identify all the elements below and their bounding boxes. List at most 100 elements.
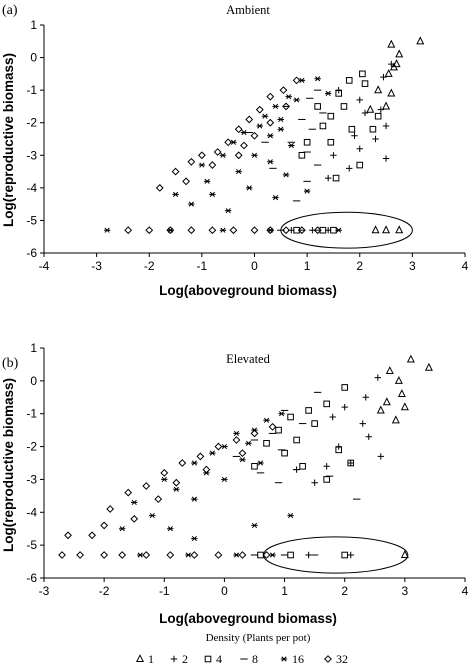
triangle-marker xyxy=(400,550,409,559)
x-tick-label: -2 xyxy=(99,584,110,598)
square-marker xyxy=(356,161,364,169)
asterisk-marker xyxy=(191,460,198,466)
legend-item: 32 xyxy=(324,652,348,666)
square-marker xyxy=(348,125,356,133)
diamond-marker xyxy=(88,531,97,540)
diamond-marker xyxy=(234,125,243,134)
plus-marker xyxy=(347,459,354,467)
asterisk-marker xyxy=(209,450,216,456)
asterisk-marker xyxy=(103,227,111,233)
diamond-marker xyxy=(232,436,241,444)
diamond-marker xyxy=(171,167,180,176)
square-marker xyxy=(311,420,318,427)
asterisk-marker xyxy=(235,168,242,175)
diamond-marker xyxy=(76,551,84,559)
triangle-marker xyxy=(416,36,425,45)
square-marker xyxy=(332,174,340,182)
asterisk-marker xyxy=(233,430,240,437)
diamond-marker xyxy=(282,102,290,111)
x-tick-label: 2 xyxy=(341,584,348,598)
plus-marker xyxy=(346,165,353,172)
plus-marker xyxy=(329,413,336,421)
diamond-marker xyxy=(214,442,223,451)
asterisk-marker xyxy=(219,227,227,233)
y-axis-label: Log(reproductive biomass) xyxy=(1,378,16,552)
square-marker xyxy=(323,476,330,483)
asterisk-marker xyxy=(251,152,258,158)
y-tick-label: -1 xyxy=(26,83,37,97)
diamond-marker xyxy=(245,115,254,124)
square-marker xyxy=(281,449,288,457)
diamond-marker xyxy=(268,422,277,431)
asterisk-marker xyxy=(219,152,227,158)
asterisk-marker xyxy=(191,535,198,542)
asterisk-marker xyxy=(173,486,180,492)
legend-item: 16 xyxy=(280,652,304,666)
asterisk-marker xyxy=(131,499,138,506)
y-tick-label: -5 xyxy=(26,538,37,552)
triangle-marker xyxy=(400,402,409,411)
highlight-ellipse xyxy=(263,536,409,574)
asterisk-marker xyxy=(257,460,264,466)
panel-label: (b) xyxy=(2,356,19,371)
asterisk-marker xyxy=(287,512,294,519)
asterisk-marker xyxy=(277,116,285,123)
plus-marker xyxy=(365,433,372,440)
asterisk-marker xyxy=(221,476,228,483)
diamond-marker xyxy=(262,551,271,559)
diamond-marker xyxy=(238,551,247,559)
asterisk-marker xyxy=(272,195,279,201)
plus-marker xyxy=(361,109,369,117)
asterisk-icon xyxy=(280,656,288,662)
square-marker xyxy=(251,462,258,470)
triangle-marker xyxy=(376,405,385,414)
x-tick-label: 4 xyxy=(462,584,469,598)
asterisk-marker xyxy=(167,526,174,532)
diamond-marker xyxy=(255,105,264,114)
diamond-marker xyxy=(190,551,199,559)
asterisk-marker xyxy=(240,129,248,136)
diamond-marker xyxy=(213,148,222,156)
diamond-marker xyxy=(142,482,151,490)
x-tick-label: -2 xyxy=(144,259,155,273)
series-16 xyxy=(103,76,342,233)
diamond-marker xyxy=(224,138,233,147)
diamond-marker xyxy=(155,183,164,192)
plus-marker xyxy=(305,551,312,559)
diamond-marker xyxy=(208,161,217,169)
plus-marker xyxy=(380,73,387,81)
diamond-marker xyxy=(64,531,72,540)
diamond-marker xyxy=(240,141,248,150)
triangle-marker xyxy=(387,88,396,97)
triangle-marker xyxy=(374,85,383,94)
diamond-marker xyxy=(124,488,133,497)
square-marker xyxy=(359,70,366,78)
asterisk-marker xyxy=(261,113,269,119)
x-tick-label: -4 xyxy=(39,259,50,273)
diamond-marker xyxy=(172,478,181,487)
triangle-marker xyxy=(382,225,391,234)
square-marker xyxy=(341,551,349,559)
asterisk-marker xyxy=(239,457,246,463)
plus-marker xyxy=(341,403,348,411)
plus-marker xyxy=(356,145,363,152)
square-marker xyxy=(314,103,321,110)
triangle-marker xyxy=(385,366,394,375)
x-tick-label: -1 xyxy=(159,584,170,598)
y-tick-label: -2 xyxy=(26,116,37,130)
square-marker xyxy=(340,103,348,110)
x-tick-label: 3 xyxy=(409,259,416,273)
asterisk-marker xyxy=(303,188,311,194)
diamond-marker xyxy=(145,226,154,235)
plus-marker xyxy=(377,453,384,460)
asterisk-marker xyxy=(324,90,332,96)
y-tick-label: -6 xyxy=(26,571,37,585)
plus-marker xyxy=(362,394,369,401)
triangle-marker xyxy=(392,59,401,68)
panel-label: (a) xyxy=(2,3,18,18)
asterisk-marker xyxy=(172,191,179,197)
x-tick-label: -3 xyxy=(39,584,50,598)
legend-item: 2 xyxy=(170,652,188,666)
x-tick-label: 1 xyxy=(304,259,311,273)
